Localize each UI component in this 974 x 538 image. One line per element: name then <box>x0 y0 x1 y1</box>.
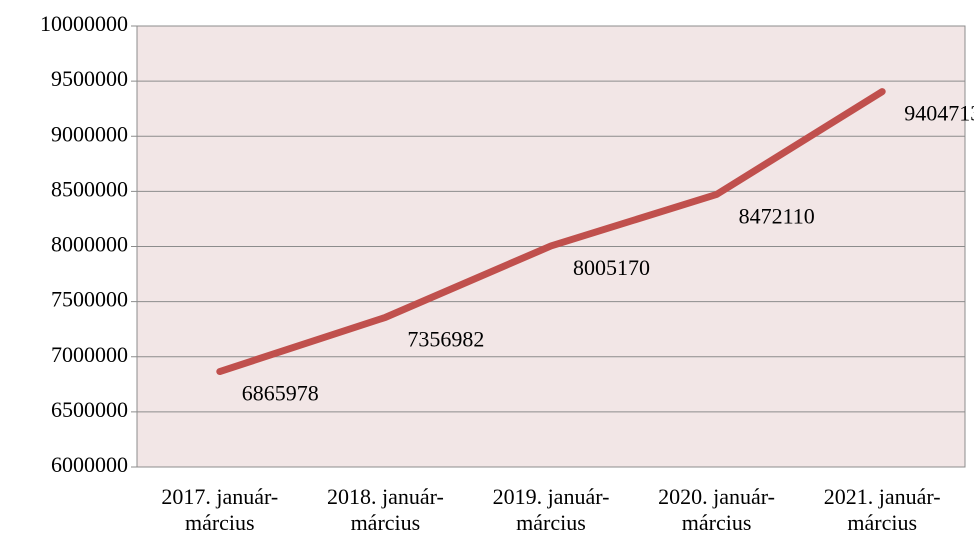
data-label: 9404713 <box>904 101 974 126</box>
y-tick-label: 6500000 <box>51 397 128 422</box>
data-label: 7356982 <box>407 326 484 351</box>
x-tick-label: 2017. január-március <box>161 484 279 535</box>
data-label: 8005170 <box>573 255 650 280</box>
y-tick-label: 6000000 <box>51 452 128 477</box>
y-tick-label: 9500000 <box>51 66 128 91</box>
y-tick-label: 7000000 <box>51 342 128 367</box>
x-tick-label: 2021. január-március <box>823 484 941 535</box>
x-tick-label: 2019. január-március <box>492 484 610 535</box>
y-tick-label: 7500000 <box>51 287 128 312</box>
data-label: 6865978 <box>242 381 319 406</box>
y-tick-label: 8000000 <box>51 232 128 257</box>
y-tick-label: 9000000 <box>51 121 128 146</box>
line <box>216 88 886 376</box>
x-tick-label: 2018. január-március <box>326 484 444 535</box>
data-label: 8472110 <box>739 203 815 228</box>
x-tick-label: 2020. január-március <box>658 484 776 535</box>
y-tick-label: 8500000 <box>51 176 128 201</box>
y-tick-label: 10000000 <box>40 11 128 36</box>
